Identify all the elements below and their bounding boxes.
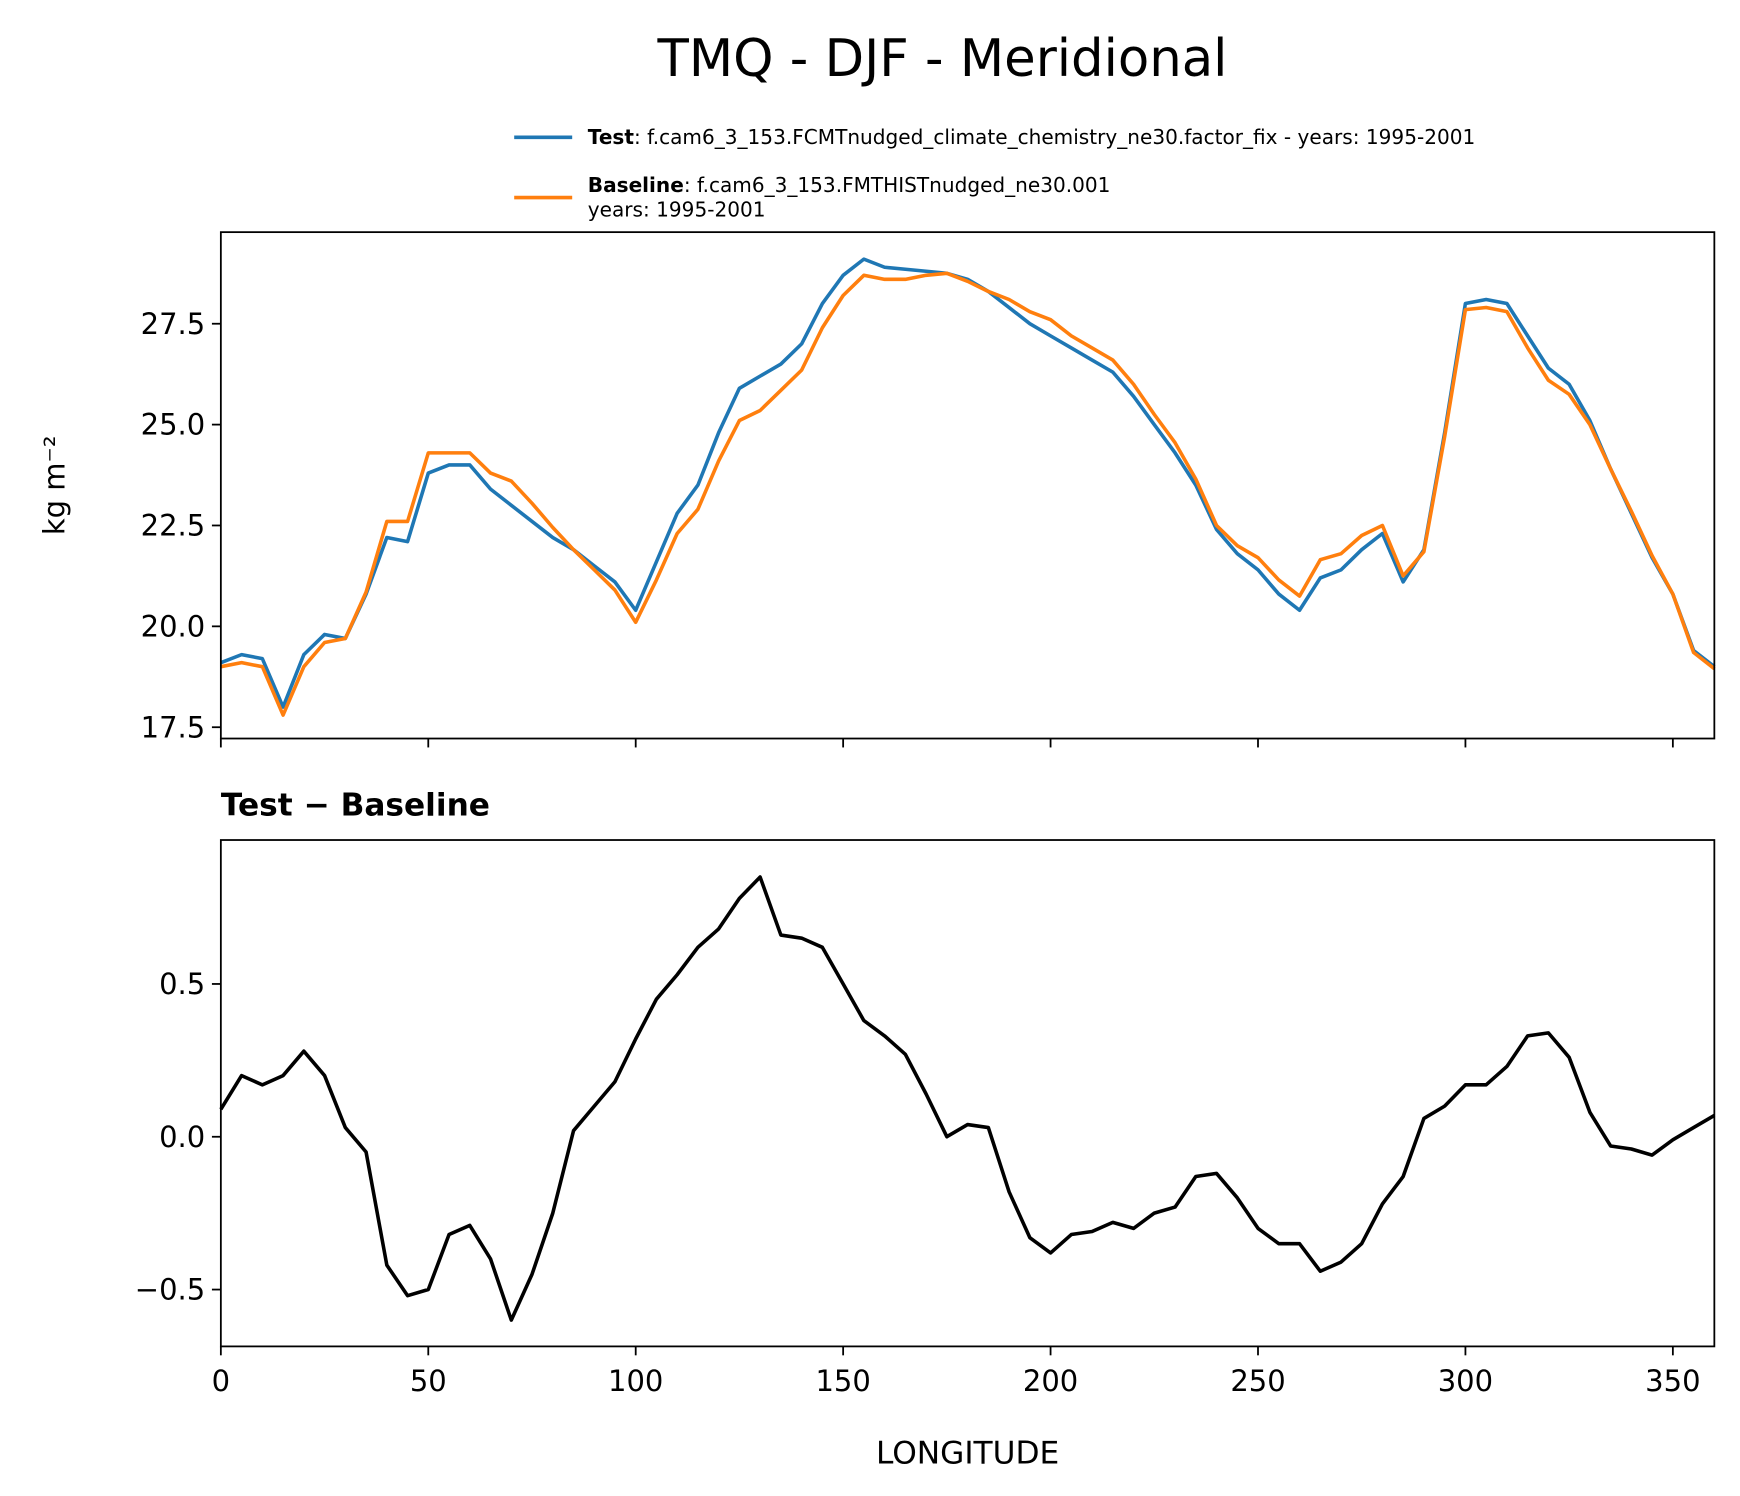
x-tick-label: 150 <box>815 1364 870 1398</box>
legend-label: Baseline: f.cam6_3_153.FMTHISTnudged_ne3… <box>588 173 1111 222</box>
data-line <box>219 875 1716 1322</box>
chart-title: TMQ - DJF - Meridional <box>657 29 1228 89</box>
y-tick-label: 0.5 <box>159 967 205 1001</box>
x-tick-label: 300 <box>1438 1364 1493 1398</box>
subplot-title: Test − Baseline <box>221 787 490 823</box>
x-tick-label: 0 <box>212 1364 230 1398</box>
y-tick-label: 25.0 <box>141 408 206 442</box>
y-tick-label: 0.0 <box>159 1120 205 1154</box>
y-tick-label: 22.5 <box>141 509 206 543</box>
x-tick-label: 200 <box>1023 1364 1078 1398</box>
y-axis-label: kg m⁻² <box>38 436 72 536</box>
data-line <box>220 257 1716 709</box>
data-line <box>220 271 1716 717</box>
legend-name: Test <box>588 125 635 149</box>
legend-name: Baseline <box>588 173 684 197</box>
legend-description: : f.cam6_3_153.FCMTnudged_climate_chemis… <box>634 125 1475 149</box>
y-tick-label: 27.5 <box>141 307 206 341</box>
x-axis-label: LONGITUDE <box>876 1436 1059 1472</box>
x-tick-label: 100 <box>608 1364 663 1398</box>
y-tick-label: −0.5 <box>135 1273 205 1307</box>
x-tick-label: 350 <box>1645 1364 1700 1398</box>
x-tick-label: 250 <box>1230 1364 1285 1398</box>
axes-frame <box>219 839 1716 1348</box>
x-tick-label: 50 <box>410 1364 447 1398</box>
y-tick-label: 17.5 <box>141 710 206 744</box>
legend-description: : f.cam6_3_153.FMTHISTnudged_ne30.001 <box>684 173 1111 197</box>
axes-frame <box>219 231 1716 740</box>
legend-description: years: 1995-2001 <box>588 198 766 222</box>
y-tick-label: 20.0 <box>141 609 206 643</box>
legend-label: Test: f.cam6_3_153.FCMTnudged_climate_ch… <box>588 125 1475 149</box>
